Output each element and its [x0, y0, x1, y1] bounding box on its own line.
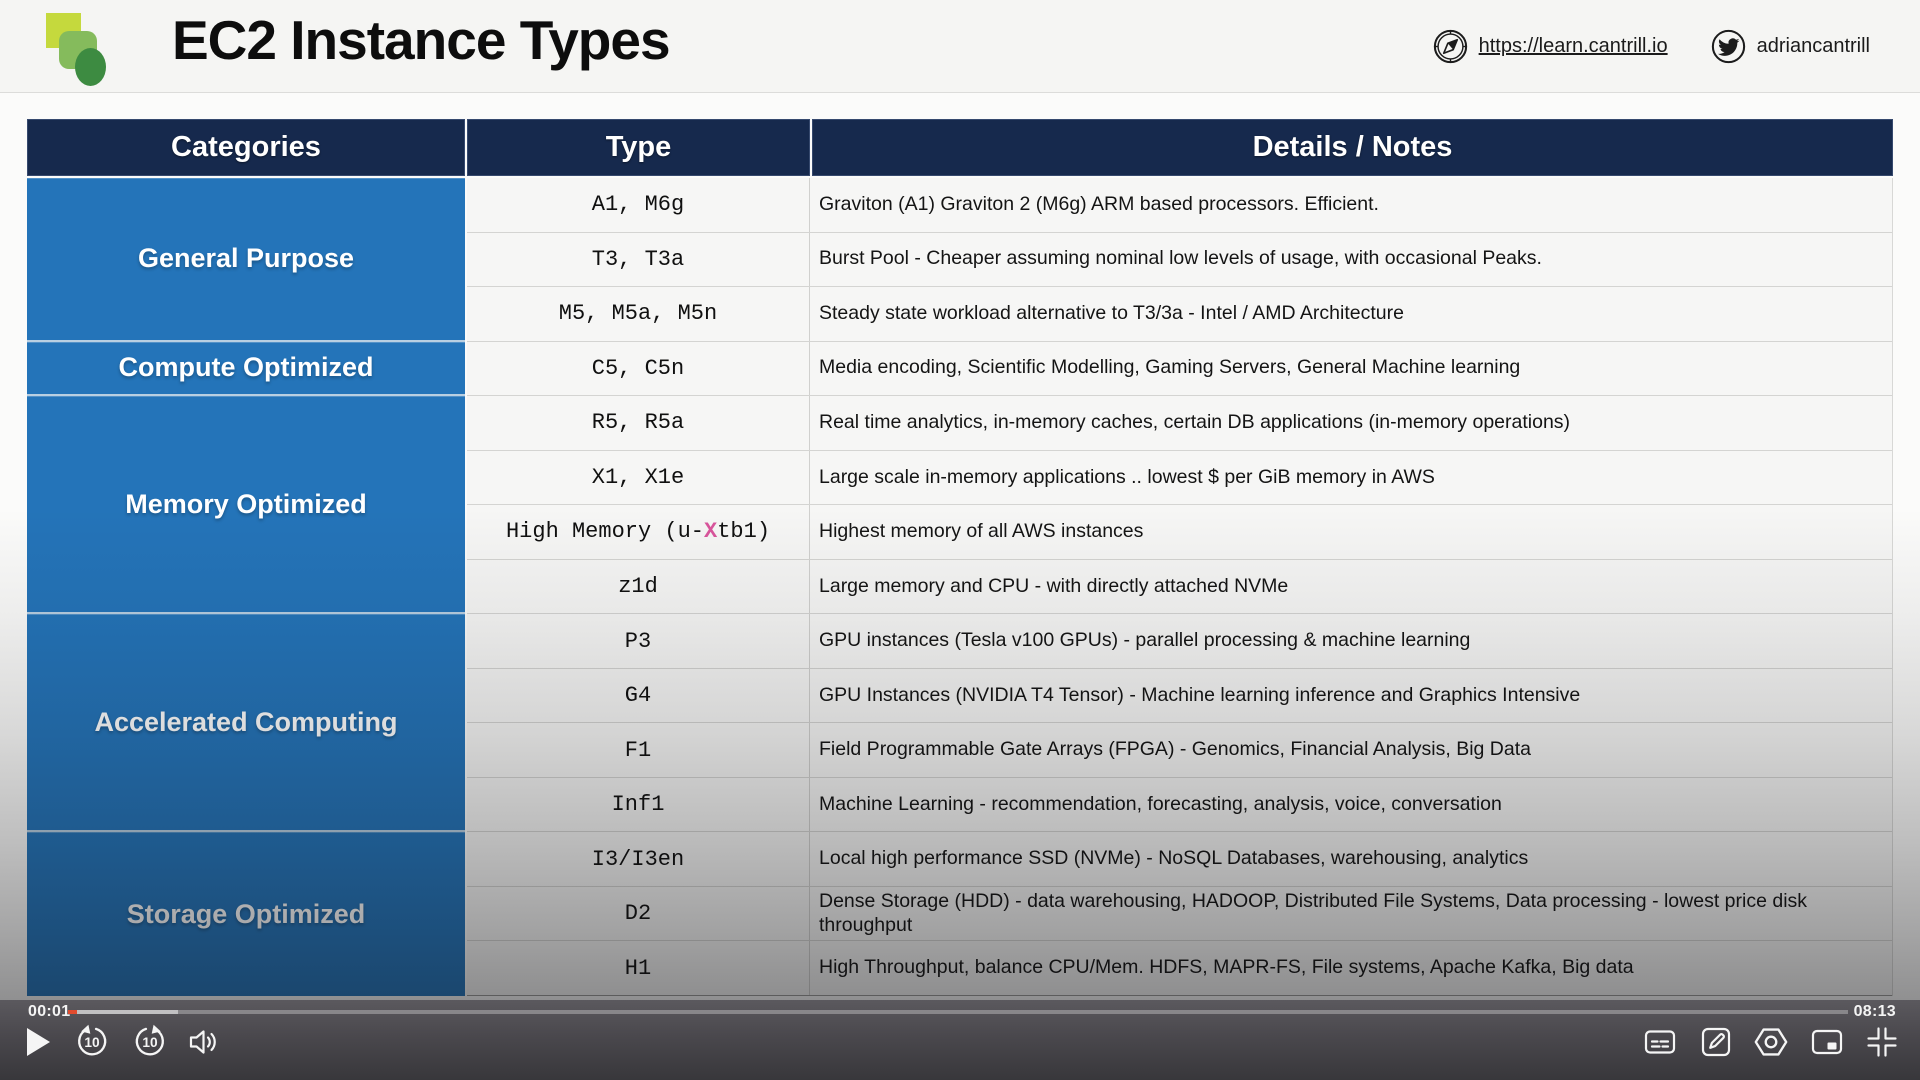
table-row: F1 Field Programmable Gate Arrays (FPGA)… — [467, 723, 1892, 778]
category-compute-optimized: Compute Optimized — [27, 341, 465, 397]
logo-circle-darkgreen — [75, 48, 106, 86]
category-general-purpose: General Purpose — [27, 178, 465, 342]
captions-button[interactable] — [1640, 1022, 1680, 1062]
details-cell: Local high performance SSD (NVMe) - NoSQ… — [819, 847, 1529, 870]
volume-button[interactable] — [184, 1022, 224, 1062]
table-row: M5, M5a, M5n Steady state workload alter… — [467, 287, 1892, 342]
type-cell: X1, X1e — [467, 450, 810, 505]
table-row: A1, M6g Graviton (A1) Graviton 2 (M6g) A… — [467, 178, 1892, 233]
table-row: G4 GPU Instances (NVIDIA T4 Tensor) - Ma… — [467, 668, 1892, 724]
twitter-icon — [1710, 28, 1747, 65]
details-cell: Real time analytics, in-memory caches, c… — [819, 411, 1571, 433]
forward-10-button[interactable]: 10 — [130, 1022, 170, 1062]
table-body: General Purpose Compute Optimized Memory… — [27, 178, 1893, 996]
type-cell: M5, M5a, M5n — [467, 287, 810, 341]
details-cell: Graviton (A1) Graviton 2 (M6g) ARM based… — [819, 192, 1379, 215]
details-cell: Media encoding, Scientific Modelling, Ga… — [819, 356, 1521, 379]
table-row: R5, R5a Real time analytics, in-memory c… — [467, 396, 1892, 451]
table-row: P3 GPU instances (Tesla v100 GPUs) - par… — [467, 614, 1892, 669]
exit-fullscreen-button[interactable] — [1862, 1022, 1902, 1062]
play-button[interactable] — [18, 1022, 58, 1062]
details-cell: GPU instances (Tesla v100 GPUs) - parall… — [819, 629, 1471, 652]
table-row: T3, T3a Burst Pool - Cheaper assuming no… — [467, 232, 1892, 288]
type-cell: D2 — [467, 886, 810, 941]
course-site-link[interactable]: https://learn.cantrill.io — [1478, 35, 1668, 57]
twitter-handle[interactable]: adriancantrill — [1756, 35, 1870, 57]
page-title: EC2 Instance Types — [172, 9, 671, 71]
table-header-row: Categories Type Details / Notes — [27, 119, 1893, 176]
category-storage-optimized: Storage Optimized — [27, 832, 465, 996]
ec2-types-table: Categories Type Details / Notes General … — [27, 119, 1893, 996]
table-row: C5, C5n Media encoding, Scientific Model… — [467, 341, 1892, 397]
type-cell: C5, C5n — [467, 341, 810, 396]
details-cell: Highest memory of all AWS instances — [819, 520, 1144, 543]
highlighted-letter: X — [704, 519, 718, 545]
type-cell: Inf1 — [467, 777, 810, 832]
progress-played — [68, 1010, 77, 1014]
progress-bar[interactable] — [68, 1010, 1848, 1014]
column-header-categories: Categories — [27, 119, 465, 176]
type-cell: H1 — [467, 941, 810, 995]
svg-text:10: 10 — [84, 1035, 100, 1050]
type-cell: I3/I3en — [467, 832, 810, 886]
pip-button[interactable] — [1807, 1022, 1847, 1062]
type-cell: R5, R5a — [467, 396, 810, 450]
annotate-button[interactable] — [1696, 1022, 1736, 1062]
table-row: D2 Dense Storage (HDD) - data warehousin… — [467, 886, 1892, 942]
compass-icon — [1432, 28, 1469, 65]
details-cell: Steady state workload alternative to T3/… — [819, 301, 1404, 324]
details-cell: Large memory and CPU - with directly att… — [819, 574, 1289, 597]
table-row: z1d Large memory and CPU - with directly… — [467, 559, 1892, 615]
progress-buffered — [68, 1010, 178, 1014]
details-cell: Dense Storage (HDD) - data warehousing, … — [819, 889, 1808, 936]
column-header-details: Details / Notes — [812, 119, 1893, 176]
categories-column: General Purpose Compute Optimized Memory… — [27, 178, 465, 996]
header-links: https://learn.cantrill.io adriancantrill — [1432, 0, 1870, 93]
slide-header: EC2 Instance Types https://learn.cantril… — [0, 0, 1920, 93]
type-cell: G4 — [467, 668, 810, 723]
type-cell: z1d — [467, 559, 810, 614]
details-cell: GPU Instances (NVIDIA T4 Tensor) - Machi… — [819, 683, 1581, 706]
duration: 08:13 — [1853, 1003, 1896, 1020]
table-row: I3/I3en Local high performance SSD (NVMe… — [467, 832, 1892, 887]
type-cell: F1 — [467, 723, 810, 777]
type-cell: P3 — [467, 614, 810, 668]
details-cell: Burst Pool - Cheaper assuming nominal lo… — [819, 247, 1542, 270]
type-cell: T3, T3a — [467, 232, 810, 287]
brand-logo-icon — [44, 11, 114, 89]
category-memory-optimized: Memory Optimized — [27, 396, 465, 615]
table-row: Inf1 Machine Learning - recommendation, … — [467, 777, 1892, 833]
table-row: H1 High Throughput, balance CPU/Mem. HDF… — [467, 941, 1892, 996]
rows-column: A1, M6g Graviton (A1) Graviton 2 (M6g) A… — [467, 178, 1893, 996]
details-cell: Field Programmable Gate Arrays (FPGA) - … — [819, 738, 1531, 761]
current-time: 00:01 — [28, 1003, 71, 1020]
details-cell: High Throughput, balance CPU/Mem. HDFS, … — [819, 956, 1634, 979]
table-row: X1, X1e Large scale in-memory applicatio… — [467, 450, 1892, 506]
settings-button[interactable] — [1751, 1022, 1791, 1062]
type-cell: A1, M6g — [467, 178, 810, 232]
details-cell: Machine Learning - recommendation, forec… — [819, 792, 1502, 815]
player-controls: 00:01 08:13 10 10 — [0, 1000, 1920, 1080]
details-cell: Large scale in-memory applications .. lo… — [819, 465, 1435, 488]
category-accelerated-computing: Accelerated Computing — [27, 614, 465, 833]
rewind-10-button[interactable]: 10 — [72, 1022, 112, 1062]
column-header-type: Type — [467, 119, 810, 176]
svg-text:10: 10 — [142, 1035, 158, 1050]
